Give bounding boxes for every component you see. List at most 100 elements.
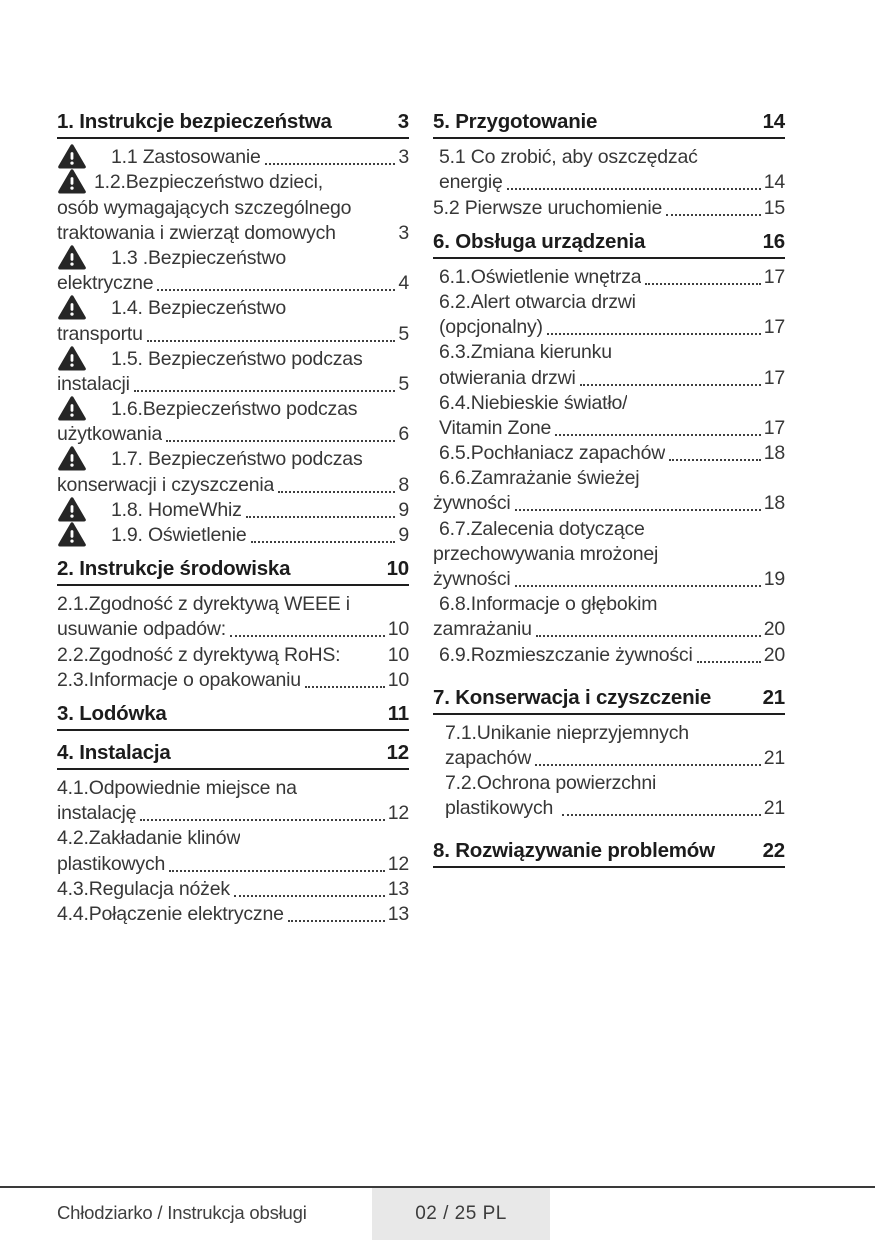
toc-entry-text: żywności xyxy=(433,568,511,590)
dot-leader xyxy=(535,635,761,638)
warning-icon xyxy=(58,346,86,371)
section-heading: 5. Przygotowanie 14 xyxy=(433,110,785,139)
toc-entry-line: zamrażaniu 20 xyxy=(433,616,785,641)
dot-leader xyxy=(669,459,761,462)
section-heading: 7. Konserwacja i czyszczenie 21 xyxy=(433,686,785,715)
section-title: 2. Instrukcje środowiska xyxy=(57,557,291,580)
toc-entry-line: 1.3 .Bezpieczeństwo xyxy=(57,245,409,270)
toc-entry-line: 5.1 Co zrobić, aby oszczędzać xyxy=(433,144,785,169)
warning-icon xyxy=(58,396,86,421)
toc-entry-line: 6.9.Rozmieszczanie żywności 20 xyxy=(433,641,785,666)
toc-entry-line: 4.3.Regulacja nóżek 13 xyxy=(57,876,409,901)
toc-entry-line: elektryczne 4 xyxy=(57,270,409,295)
dot-leader xyxy=(514,585,761,587)
toc-entry-text: instalacji xyxy=(57,372,130,395)
toc-entry-text: 1.1 Zastosowanie xyxy=(111,146,261,169)
section-title: 7. Konserwacja i czyszczenie xyxy=(433,685,712,709)
toc-entry-text: energię xyxy=(439,171,503,194)
toc-entry-line: 6.2.Alert otwarcia drzwi xyxy=(433,289,785,314)
toc-entry-line: zapachów 21 xyxy=(433,745,785,770)
toc-entry-page-number: 5 xyxy=(398,322,409,345)
toc-entry-line: 2.1.Zgodność z dyrektywą WEEE i xyxy=(57,591,409,616)
section-heading: 6. Obsługa urządzenia 16 xyxy=(433,230,785,259)
toc-entry-text: 6.1.Oświetlenie wnętrza xyxy=(439,265,642,288)
toc-entry-line: 1.8. HomeWhiz 9 xyxy=(57,497,409,522)
toc-entry-line: 7.1.Unikanie nieprzyjemnych xyxy=(433,720,785,745)
toc-entry-page-number: 18 xyxy=(763,492,785,515)
toc-entry-page-number: 8 xyxy=(398,473,409,496)
toc-entry-page-number: 3 xyxy=(398,221,409,244)
toc-entry-text: 6.2.Alert otwarcia drzwi xyxy=(439,290,636,313)
toc-entry-line: 6.5.Pochłaniacz zapachów 18 xyxy=(433,440,785,465)
toc-entry-page-number: 13 xyxy=(387,877,409,900)
toc-entry-page-number: 15 xyxy=(763,196,785,219)
dot-leader xyxy=(146,339,396,342)
warning-icon xyxy=(58,497,86,522)
section-page-number: 14 xyxy=(762,110,786,133)
section-page-number: 10 xyxy=(386,557,410,580)
toc-entry-line: 5.2 Pierwsze uruchomienie 15 xyxy=(433,194,785,219)
toc-entry-text: 4.4.Połączenie elektryczne xyxy=(57,902,284,925)
toc-entry-text: 4.2.Zakładanie klinów xyxy=(57,827,241,850)
toc-entry-text: 4.1.Odpowiednie miejsce na xyxy=(57,776,297,799)
toc-entry-line: 1.4. Bezpieczeństwo xyxy=(57,295,409,320)
section-page-number: 3 xyxy=(397,110,409,133)
toc-entry-line: 4.2.Zakładanie klinów xyxy=(57,825,409,850)
toc-entry-line: przechowywania mrożonej xyxy=(433,541,785,566)
toc-entry-page-number: 5 xyxy=(398,372,409,395)
toc-entry-text: 1.9. Oświetlenie xyxy=(111,524,247,546)
footer-document-title: Chłodziarko / Instrukcja obsługi xyxy=(57,1202,307,1223)
warning-icon xyxy=(58,169,86,194)
toc-column-left: 1. Instrukcje bezpieczeństwa 3 1.1 Zastoso… xyxy=(57,110,409,926)
toc-entry-line: plastikowych 21 xyxy=(433,795,785,820)
dot-leader xyxy=(287,919,385,922)
toc-entry-text: użytkowania xyxy=(57,423,163,446)
section-title: 3. Lodówka xyxy=(57,701,167,725)
toc-entry-line: 6.4.Niebieskie światło/ xyxy=(433,390,785,415)
toc-entry-line: użytkowania 6 xyxy=(57,421,409,446)
toc-entry-line: 1.5. Bezpieczeństwo podczas xyxy=(57,346,409,371)
section-title: 8. Rozwiązywanie problemów xyxy=(433,839,715,863)
footer-page-indicator: 02 / 25 PL xyxy=(415,1203,507,1224)
toc-entry-text: przechowywania mrożonej xyxy=(433,542,659,565)
toc-entry-text: transportu xyxy=(57,322,143,345)
toc-entry-text: 7.2.Ochrona powierzchni xyxy=(445,772,657,795)
toc-entry-text: 7.1.Unikanie nieprzyjemnych xyxy=(445,721,689,744)
toc-entry-page-number: 9 xyxy=(398,524,409,546)
warning-icon xyxy=(58,446,86,471)
toc-entry-line: konserwacji i czyszczenia 8 xyxy=(57,471,409,496)
toc-entry-text: plastikowych xyxy=(57,852,166,875)
toc-entry-line: instalacji 5 xyxy=(57,371,409,396)
toc-entry-page-number: 14 xyxy=(763,171,785,194)
toc-entry-page-number: 12 xyxy=(387,802,409,825)
toc-entry-text: 5.1 Co zrobić, aby oszczędzać xyxy=(439,146,698,169)
toc-entry-page-number: 17 xyxy=(763,366,785,389)
toc-entry-line: plastikowych 12 xyxy=(57,850,409,875)
toc-section: 6. Obsługa urządzenia 16 6.1.Oświetlenie w… xyxy=(433,230,785,667)
toc-entry-line: 6.7.Zalecenia dotyczące xyxy=(433,515,785,540)
dot-leader xyxy=(506,188,761,191)
toc-entry-page-number: 20 xyxy=(763,618,785,641)
dot-leader xyxy=(250,541,396,543)
toc-entry-line: żywności 19 xyxy=(433,566,785,591)
dot-leader xyxy=(304,685,385,688)
toc-entry-line: (opcjonalny) 17 xyxy=(433,314,785,339)
toc-entry-page-number: 4 xyxy=(398,272,409,295)
toc-entry-page-number: 21 xyxy=(763,746,785,769)
toc-entry-text: osób wymagających szczególnego xyxy=(57,196,352,219)
toc-entry-line: 6.8.Informacje o głębokim xyxy=(433,591,785,616)
toc-entry-text: 2.3.Informacje o opakowaniu xyxy=(57,668,301,691)
dot-leader xyxy=(535,763,761,766)
toc-entry-line: 6.6.Zamrażanie świeżej xyxy=(433,465,785,490)
toc-entry-text: 6.6.Zamrażanie świeżej xyxy=(439,467,640,490)
dot-leader xyxy=(233,894,385,897)
toc-entry-text: 4.3.Regulacja nóżek xyxy=(57,877,230,900)
toc-section: 5. Przygotowanie 14 5.1 Co zrobić, aby osz… xyxy=(433,110,785,220)
toc-entry-text: 5.2 Pierwsze uruchomienie xyxy=(433,196,663,219)
toc-entry-line: 4.4.Połączenie elektryczne 13 xyxy=(57,901,409,926)
toc-entry-text: traktowania i zwierząt domowych xyxy=(57,221,336,244)
dot-leader xyxy=(696,660,761,663)
toc-section: 4. Instalacja 12 4.1.Odpowiednie miejsce n… xyxy=(57,741,409,926)
toc-entry-line: osób wymagających szczególnego xyxy=(57,194,409,219)
toc-entry-line: usuwanie odpadów: 10 xyxy=(57,616,409,641)
